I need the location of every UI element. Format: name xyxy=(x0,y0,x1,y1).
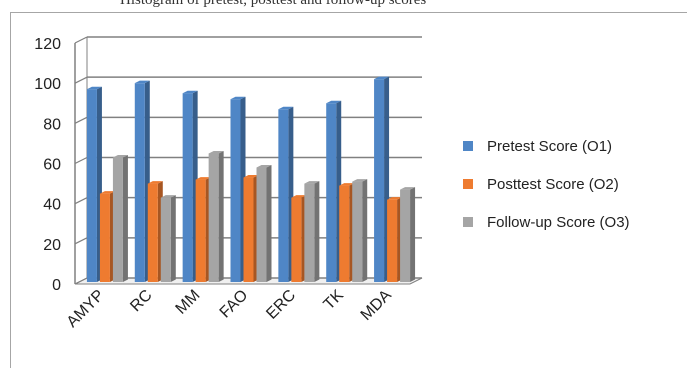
bar xyxy=(352,181,363,282)
grid-diagonal xyxy=(74,237,88,245)
grid-diagonal xyxy=(74,277,88,285)
bar xyxy=(243,177,254,282)
bar xyxy=(86,89,97,282)
y-tick-label: 0 xyxy=(52,277,61,294)
bar-top xyxy=(339,183,355,186)
bar xyxy=(374,79,385,283)
bar-top xyxy=(147,181,163,184)
bar-top xyxy=(112,154,128,158)
bar xyxy=(291,197,302,282)
x-tick-label: ERC xyxy=(263,287,299,323)
bar-top xyxy=(134,80,150,84)
legend-swatch xyxy=(463,141,473,151)
bar-top xyxy=(208,150,224,154)
bar xyxy=(400,189,411,282)
bar xyxy=(208,153,219,282)
bar xyxy=(112,157,123,282)
bar xyxy=(256,167,267,282)
bar-top xyxy=(291,195,307,198)
legend-swatch xyxy=(463,179,473,189)
bar xyxy=(160,197,171,282)
bar-side xyxy=(410,187,416,282)
bar-top xyxy=(387,197,403,200)
legend-swatch xyxy=(463,217,473,227)
bar-side xyxy=(122,154,128,282)
bar-top xyxy=(374,76,390,80)
x-tick-label: FAO xyxy=(217,287,252,322)
x-tick-label: RC xyxy=(127,287,155,315)
bar-top xyxy=(86,86,102,90)
bar xyxy=(230,99,241,282)
y-tick-label: 120 xyxy=(34,36,61,53)
bar xyxy=(182,93,193,282)
grid-diagonal xyxy=(74,197,88,205)
y-tick-label: 100 xyxy=(34,76,61,93)
grid-diagonal xyxy=(74,156,88,165)
figure-caption: Histogram of pretest, posttest and follo… xyxy=(120,0,427,8)
chart-frame xyxy=(10,12,687,368)
y-tick-label: 60 xyxy=(43,157,61,174)
bar-top xyxy=(99,191,115,194)
y-tick-label: 80 xyxy=(43,116,61,133)
x-tick-label: TK xyxy=(321,287,348,314)
x-tick-label: AMYP xyxy=(64,287,108,331)
bar-top xyxy=(256,165,272,168)
bar xyxy=(99,193,110,282)
y-tick-label: 40 xyxy=(43,197,61,214)
bar xyxy=(387,199,398,282)
bar-side xyxy=(218,150,224,282)
legend-label: Follow-up Score (O3) xyxy=(487,214,630,231)
bar xyxy=(278,109,289,283)
grid-diagonal xyxy=(74,116,88,124)
bar-top xyxy=(230,96,246,100)
bar-side xyxy=(362,179,368,282)
bar-top xyxy=(326,100,342,104)
bar-top xyxy=(182,90,198,94)
x-tick-label: MDA xyxy=(358,287,395,324)
bar-top xyxy=(400,187,416,190)
bar-side xyxy=(314,181,320,282)
bar-top xyxy=(352,179,368,182)
grid-diagonal xyxy=(74,76,88,84)
grid-diagonal xyxy=(74,36,88,44)
bar xyxy=(134,83,145,283)
bar xyxy=(304,183,315,282)
bar-side xyxy=(266,165,272,282)
y-tick-label: 20 xyxy=(43,237,61,254)
figure-caption-strip: Histogram of pretest, posttest and follo… xyxy=(10,0,687,12)
legend-label: Posttest Score (O2) xyxy=(487,176,619,193)
bar-top xyxy=(195,177,211,180)
bar-top xyxy=(304,181,320,184)
bar-top xyxy=(243,175,259,178)
bar-side xyxy=(170,195,176,282)
bar xyxy=(339,185,350,282)
bar xyxy=(195,179,206,282)
x-tick-label: MM xyxy=(173,287,204,318)
legend-label: Pretest Score (O1) xyxy=(487,138,612,155)
bar-top xyxy=(160,195,176,198)
bar-top xyxy=(278,106,294,110)
bar xyxy=(147,183,158,282)
bar xyxy=(326,103,337,282)
